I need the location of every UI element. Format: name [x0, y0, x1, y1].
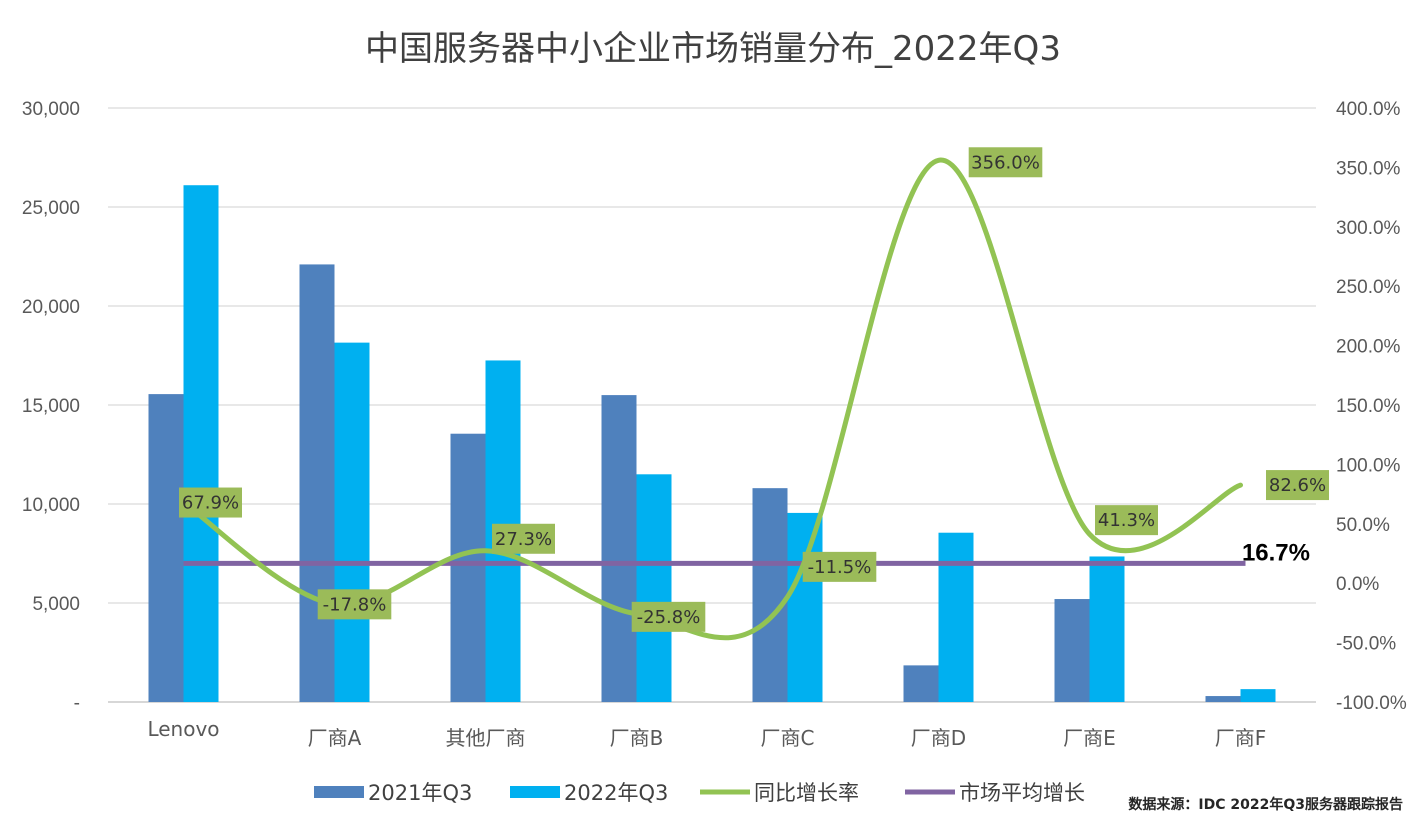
category-label: 厂商D [911, 726, 966, 750]
right-tick-label: 250.0% [1336, 277, 1401, 298]
bar [601, 395, 637, 702]
right-tick-label: 400.0% [1336, 99, 1401, 120]
bar [148, 394, 184, 702]
bar [752, 488, 788, 702]
data-label-box [492, 523, 555, 554]
bar [636, 474, 672, 702]
left-axis: - 5,000 10,000 15,000 20,000 25,000 30,000 [22, 99, 80, 714]
legend-label: 同比增长率 [754, 781, 859, 805]
category-axis: Lenovo 厂商A 其他厂商 厂商B 厂商C 厂商D 厂商E 厂商F [147, 717, 1266, 750]
bar-series [148, 185, 1276, 703]
category-label: 厂商C [761, 726, 815, 750]
right-tick-label: 0.0% [1336, 574, 1379, 595]
bar [183, 185, 219, 703]
left-tick-label: 30,000 [22, 99, 80, 120]
data-label-box [802, 551, 877, 582]
legend-label: 2021年Q3 [368, 781, 472, 805]
left-tick-label: 25,000 [22, 198, 80, 219]
left-tick-label: - [74, 693, 80, 714]
bar [787, 512, 823, 702]
gridlines [108, 107, 1316, 703]
data-label-box [631, 601, 706, 632]
left-tick-label: 20,000 [22, 297, 80, 318]
data-label-box [179, 487, 242, 518]
category-label: 其他厂商 [446, 726, 526, 750]
data-label: 41.3% [1098, 510, 1155, 531]
right-tick-label: 50.0% [1336, 515, 1390, 536]
right-tick-label: 200.0% [1336, 337, 1401, 358]
legend: 2021年Q3 2022年Q3 同比增长率 市场平均增长 [314, 781, 1085, 805]
data-label: -17.8% [323, 594, 387, 615]
right-tick-label: 350.0% [1336, 158, 1401, 179]
legend-label: 市场平均增长 [959, 781, 1085, 805]
bar [938, 532, 974, 702]
bar [1089, 556, 1125, 702]
legend-swatch [510, 786, 560, 798]
category-label: Lenovo [147, 717, 219, 741]
data-label: 356.0% [971, 152, 1040, 173]
data-label: -11.5% [808, 557, 872, 578]
data-labels: 16.7% 67.9% -17.8% 27.3% -25.8% -11.5% 356.0% 4… [179, 147, 1329, 632]
data-label-box [968, 147, 1043, 178]
right-tick-label: -50.0% [1336, 634, 1396, 655]
bar [334, 342, 370, 702]
category-label: 厂商B [610, 726, 664, 750]
right-axis: -100.0% -50.0% 0.0% 50.0% 100.0% 150.0% 200.0%… [1336, 99, 1407, 714]
bar [903, 665, 939, 702]
left-tick-label: 15,000 [22, 396, 80, 417]
left-tick-label: 5,000 [32, 594, 80, 615]
data-label-box [1266, 470, 1329, 501]
right-tick-label: 100.0% [1336, 455, 1401, 476]
category-label: 厂商F [1215, 726, 1267, 750]
left-tick-label: 10,000 [22, 495, 80, 516]
chart-title: 中国服务器中小企业市场销量分布_2022年Q3 [365, 29, 1061, 69]
bar [299, 264, 335, 702]
legend-swatch [314, 786, 364, 798]
data-label-box [317, 589, 392, 620]
bar [450, 433, 486, 702]
right-tick-label: 150.0% [1336, 396, 1401, 417]
data-label: -25.8% [637, 607, 701, 628]
right-tick-label: -100.0% [1336, 693, 1407, 714]
bar [1054, 599, 1090, 702]
data-label: 67.9% [182, 493, 239, 514]
bar [1205, 696, 1241, 702]
data-label-box [1095, 505, 1158, 536]
legend-label: 2022年Q3 [564, 781, 668, 805]
bar [1240, 689, 1276, 702]
data-label: 82.6% [1269, 475, 1326, 496]
data-label: 27.3% [495, 529, 552, 550]
category-label: 厂商A [308, 726, 362, 750]
category-label: 厂商E [1063, 726, 1116, 750]
right-tick-label: 300.0% [1336, 218, 1401, 239]
average-label: 16.7% [1242, 539, 1310, 566]
source-note: 数据来源：IDC 2022年Q3服务器跟踪报告 [1128, 796, 1403, 813]
